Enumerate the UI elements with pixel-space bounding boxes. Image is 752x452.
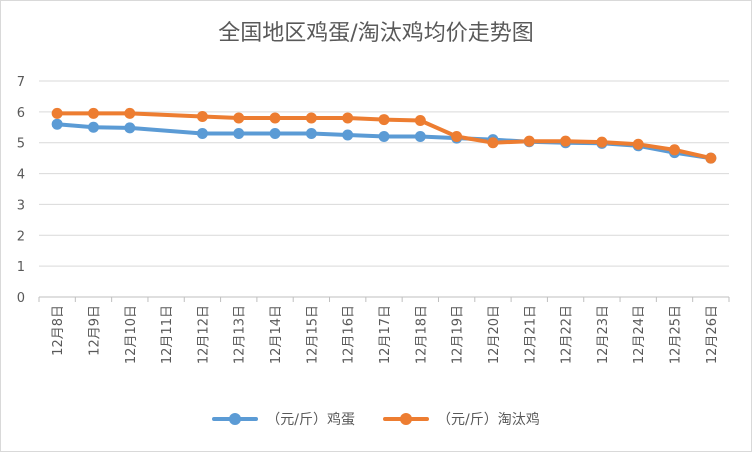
x-tick-label: 12月22日 — [560, 305, 575, 364]
data-point-1-8 — [342, 112, 354, 124]
y-tick-label: 3 — [17, 198, 25, 213]
x-tick-label: 12月12日 — [196, 305, 211, 364]
x-tick-label: 12月14日 — [269, 305, 284, 364]
data-point-1-16 — [632, 138, 644, 150]
data-point-1-1 — [87, 107, 99, 119]
chart-title: 全国地区鸡蛋/淘汰鸡均价走势图 — [218, 21, 534, 46]
data-point-0-7 — [305, 127, 317, 139]
x-tick-label: 12月15日 — [305, 305, 320, 364]
legend-label-spent-hens: （元/斤）淘汰鸡 — [437, 412, 540, 428]
x-tick-label: 12月23日 — [596, 305, 611, 364]
data-point-0-1 — [87, 121, 99, 133]
x-tick-label: 12月25日 — [669, 305, 684, 364]
data-point-1-9 — [378, 114, 390, 126]
data-point-0-8 — [342, 129, 354, 141]
data-point-0-10 — [414, 131, 426, 143]
x-tick-label: 12月19日 — [451, 305, 466, 364]
x-tick-label: 12月9日 — [87, 305, 102, 356]
y-tick-label: 7 — [17, 75, 25, 90]
x-tick-label: 12月11日 — [160, 305, 175, 364]
x-tick-label: 12月16日 — [342, 305, 357, 364]
x-tick-label: 12月21日 — [523, 305, 538, 364]
y-tick-label: 6 — [17, 106, 25, 121]
y-tick-label: 2 — [17, 229, 25, 244]
x-tick-label: 12月20日 — [487, 305, 502, 364]
data-point-1-10 — [414, 114, 426, 126]
data-point-1-7 — [305, 112, 317, 124]
data-point-0-0 — [51, 118, 63, 130]
x-tick-label: 12月26日 — [705, 305, 720, 364]
legend-swatch-spent-hens — [383, 412, 429, 426]
data-point-1-6 — [269, 112, 281, 124]
series-line-1 — [55, 111, 713, 161]
x-tick-label: 12月17日 — [378, 305, 393, 364]
data-point-0-2 — [124, 122, 136, 134]
legend-swatch-eggs — [212, 412, 259, 426]
data-point-1-5 — [233, 112, 245, 124]
data-point-0-6 — [269, 127, 281, 139]
x-tick-label: 12月18日 — [414, 305, 429, 364]
legend-item-spent-hens: （元/斤）淘汰鸡 — [383, 409, 540, 429]
y-tick-label: 0 — [17, 291, 25, 306]
x-tick-label: 12月8日 — [51, 305, 66, 356]
legend-item-eggs: （元/斤）鸡蛋 — [212, 409, 355, 429]
x-tick-label: 12月10日 — [124, 305, 139, 364]
data-point-1-2 — [124, 107, 136, 119]
legend-label-eggs: （元/斤）鸡蛋 — [266, 412, 355, 428]
y-tick-label: 1 — [17, 260, 25, 275]
data-point-0-4 — [196, 127, 208, 139]
data-point-1-0 — [51, 107, 63, 119]
data-point-1-13 — [523, 135, 535, 147]
data-point-1-15 — [596, 136, 608, 148]
legend: （元/斤）鸡蛋 （元/斤）淘汰鸡 — [1, 409, 751, 429]
data-point-1-14 — [560, 135, 572, 147]
data-point-1-4 — [196, 110, 208, 122]
x-tick-label: 12月13日 — [233, 305, 248, 364]
data-point-1-11 — [451, 131, 463, 143]
data-point-1-18 — [705, 152, 717, 164]
y-tick-label: 5 — [17, 137, 25, 152]
x-tick-label: 12月24日 — [632, 305, 647, 364]
data-point-1-12 — [487, 137, 499, 149]
data-point-0-9 — [378, 131, 390, 143]
data-point-0-5 — [233, 127, 245, 139]
data-point-1-17 — [669, 144, 681, 156]
y-tick-label: 4 — [17, 168, 25, 183]
